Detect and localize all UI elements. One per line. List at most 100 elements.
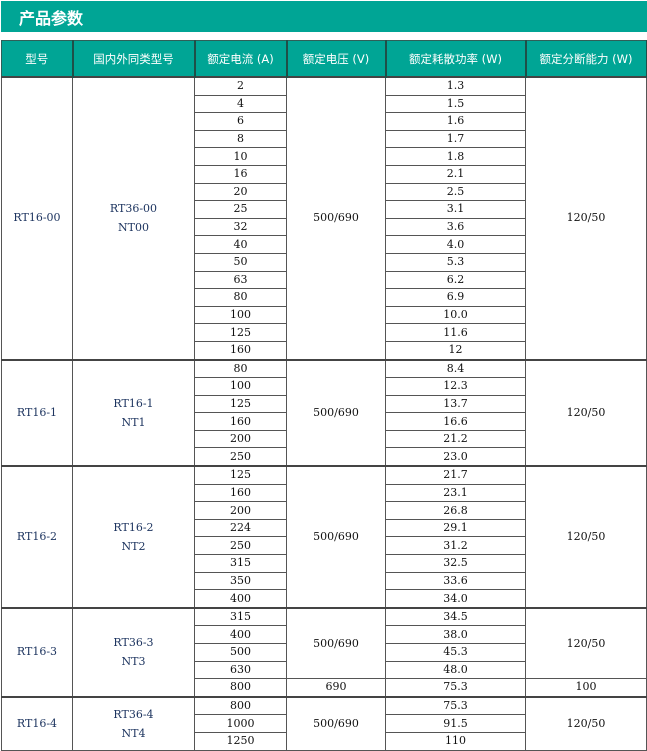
rated-current-cell: 500 xyxy=(194,643,287,662)
rated-current-cell: 40 xyxy=(194,235,287,254)
equivalent-model: RT36-3 xyxy=(113,636,154,650)
table-row: 160 16.6 xyxy=(2,412,647,431)
table-row: 32 3.6 xyxy=(2,217,647,237)
table-row: 160 12 xyxy=(2,340,647,361)
rated-current-cell: 125 xyxy=(194,323,287,342)
equivalent-model-cell: RT36-00 NT00 xyxy=(72,76,195,360)
rated-current-cell: 800 xyxy=(194,695,287,716)
equivalent-model: NT4 xyxy=(121,726,146,740)
table-row: RT16-2 RT16-2 NT2 125 500/690 21.7 120/50 xyxy=(1,465,647,609)
rated-power-cell: 1.8 xyxy=(385,147,526,166)
breaking-capacity-cell: 120/50 xyxy=(525,695,647,751)
rated-power-cell: 10.0 xyxy=(385,305,526,325)
table-row: 25 3.1 xyxy=(2,200,647,219)
model-cell: RT16-1 xyxy=(1,358,73,467)
rated-current-cell: 1250 xyxy=(194,731,287,751)
rated-current-cell: 800 xyxy=(194,678,287,698)
table-row: RT16-00 RT36-00 NT00 2 500/690 1.3 120/50 xyxy=(1,75,647,360)
rated-power-cell: 45.3 xyxy=(385,643,526,662)
rated-power-cell: 33.6 xyxy=(385,571,526,591)
rated-voltage-cell: 500/690 xyxy=(286,358,386,467)
rated-voltage-cell: 500/690 xyxy=(286,76,386,360)
rated-current-cell: 224 xyxy=(194,518,287,538)
table-row: 315 32.5 xyxy=(2,554,647,573)
table-row: 350 33.6 xyxy=(2,571,647,591)
rated-current-cell: 630 xyxy=(194,660,287,680)
rated-current-cell: 350 xyxy=(194,571,287,591)
rated-power-cell: 12 xyxy=(385,340,526,361)
table-row: 20 2.5 xyxy=(2,182,647,202)
rated-power-cell: 26.8 xyxy=(385,501,526,520)
rated-power-cell: 21.2 xyxy=(385,429,526,449)
rated-current-cell: 50 xyxy=(194,252,287,272)
rated-current-cell: 10 xyxy=(194,147,287,166)
equivalent-model: NT2 xyxy=(121,539,146,553)
section-title-bar: 产品参数 xyxy=(1,1,647,32)
rated-current-cell: 4 xyxy=(194,94,287,114)
rated-power-cell: 1.5 xyxy=(385,94,526,114)
table-row: 160 23.1 xyxy=(2,483,647,503)
rated-power-cell: 48.0 xyxy=(385,660,526,680)
equivalent-model: NT3 xyxy=(121,655,146,669)
equivalent-model: NT00 xyxy=(118,221,149,235)
rated-power-cell: 31.2 xyxy=(385,536,526,556)
rated-power-cell: 75.3 xyxy=(385,678,526,698)
rated-power-cell: 8.4 xyxy=(385,358,526,379)
rated-power-cell: 32.5 xyxy=(385,554,526,573)
breaking-capacity-cell: 120/50 xyxy=(525,465,647,609)
rated-power-cell: 1.7 xyxy=(385,129,526,149)
rated-current-cell: 2 xyxy=(194,75,287,96)
table-row: 800 690 75.3 100 xyxy=(2,678,647,698)
rated-power-cell: 16.6 xyxy=(385,412,526,431)
table-row: RT16-1 RT16-1 NT1 80 500/690 8.4 120/50 xyxy=(1,358,647,467)
table-row: RT16-4 RT36-4 NT4 800 500/690 75.3 120/50 xyxy=(1,695,647,751)
rated-current-cell: 25 xyxy=(194,200,287,219)
section-title: 产品参数 xyxy=(19,9,84,28)
equivalent-model: RT16-2 xyxy=(113,520,154,534)
table-row: 224 29.1 xyxy=(2,518,647,538)
rated-current-cell: 100 xyxy=(194,305,287,325)
equivalent-model-cell: RT16-1 NT1 xyxy=(72,358,195,467)
rated-voltage-cell: 500/690 xyxy=(286,465,386,609)
rated-power-cell: 2.5 xyxy=(385,182,526,202)
table-row: 400 34.0 xyxy=(2,589,647,609)
rated-current-cell: 32 xyxy=(194,217,287,237)
rated-current-cell: 16 xyxy=(194,164,287,184)
equivalent-model: RT36-00 xyxy=(109,202,158,216)
breaking-capacity-cell: 120/50 xyxy=(525,358,647,467)
rated-power-cell: 91.5 xyxy=(385,714,526,733)
model-cell: RT16-4 xyxy=(1,695,73,751)
rated-voltage-cell: 690 xyxy=(286,678,386,698)
rated-current-cell: 6 xyxy=(194,112,287,131)
equivalent-model-cell: RT16-2 NT2 xyxy=(72,465,195,609)
rated-power-cell: 23.0 xyxy=(385,447,526,467)
table-row: 100 12.3 xyxy=(2,377,647,396)
equivalent-model: RT16-1 xyxy=(113,396,154,410)
rated-power-cell: 5.3 xyxy=(385,252,526,272)
rated-power-cell: 75.3 xyxy=(385,695,526,716)
header-model: 型号 xyxy=(1,40,74,78)
table-row: RT16-3 RT36-3 NT3 315 500/690 34.5 120/50 xyxy=(1,606,647,698)
rated-current-cell: 160 xyxy=(194,412,287,431)
rated-power-cell: 3.1 xyxy=(385,200,526,219)
rated-power-cell: 6.9 xyxy=(385,288,526,307)
rated-current-cell: 125 xyxy=(194,394,287,414)
rated-power-cell: 6.2 xyxy=(385,270,526,290)
rated-power-cell: 1.3 xyxy=(385,75,526,96)
rated-current-cell: 80 xyxy=(194,288,287,307)
table-row: 250 31.2 xyxy=(2,536,647,556)
table-header-row: 型号 国内外同类型号 额定电流 (A) 额定电压 (V) 额定耗散功率 (W) … xyxy=(1,40,647,78)
breaking-capacity-cell: 100 xyxy=(525,678,647,698)
table-row: 125 11.6 xyxy=(2,323,647,342)
rated-power-cell: 4.0 xyxy=(385,235,526,254)
header-equivalent-model: 国内外同类型号 xyxy=(72,40,196,78)
table-row: 500 45.3 xyxy=(2,643,647,662)
rated-current-cell: 200 xyxy=(194,501,287,520)
rated-current-cell: 125 xyxy=(194,465,287,485)
model-cell: RT16-3 xyxy=(1,606,73,698)
model-cell: RT16-2 xyxy=(1,465,73,609)
table-row: 200 21.2 xyxy=(2,429,647,449)
breaking-capacity-cell: 120/50 xyxy=(525,606,647,680)
equivalent-model: RT36-4 xyxy=(113,707,154,721)
rated-current-cell: 315 xyxy=(194,554,287,573)
